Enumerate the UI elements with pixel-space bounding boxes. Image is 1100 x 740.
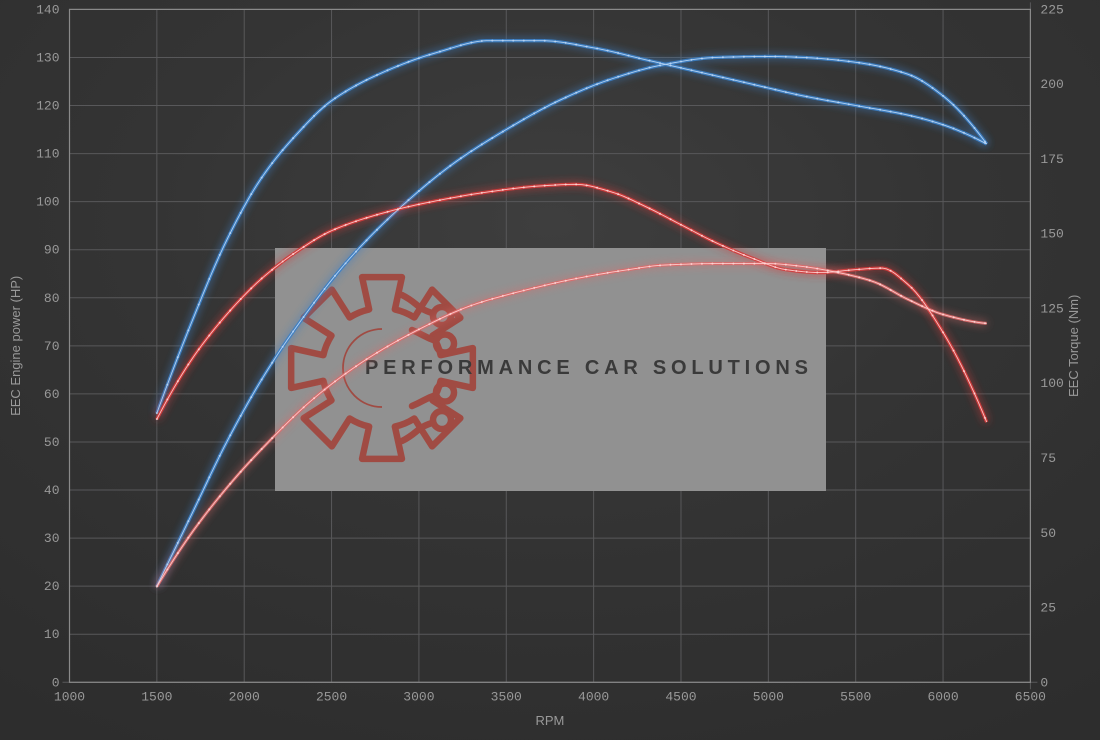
- svg-text:40: 40: [44, 483, 60, 498]
- svg-text:0: 0: [52, 675, 60, 690]
- svg-text:150: 150: [1040, 227, 1063, 242]
- svg-text:6500: 6500: [1015, 689, 1046, 704]
- svg-text:EEC Torque (Nm): EEC Torque (Nm): [1066, 295, 1081, 397]
- svg-text:75: 75: [1040, 451, 1056, 466]
- svg-text:3500: 3500: [491, 689, 522, 704]
- svg-text:80: 80: [44, 291, 60, 306]
- svg-text:25: 25: [1040, 601, 1056, 616]
- svg-text:130: 130: [36, 50, 59, 65]
- svg-text:5500: 5500: [840, 689, 871, 704]
- svg-text:70: 70: [44, 339, 60, 354]
- svg-text:6000: 6000: [927, 689, 958, 704]
- svg-text:20: 20: [44, 579, 60, 594]
- svg-text:140: 140: [36, 2, 59, 17]
- svg-text:RPM: RPM: [536, 713, 565, 728]
- svg-text:60: 60: [44, 387, 60, 402]
- svg-text:110: 110: [36, 147, 59, 162]
- svg-text:90: 90: [44, 243, 60, 258]
- svg-text:10: 10: [44, 627, 60, 642]
- svg-text:2000: 2000: [229, 689, 260, 704]
- svg-text:1500: 1500: [141, 689, 172, 704]
- svg-text:PERFORMANCE CAR SOLUTIONS: PERFORMANCE CAR SOLUTIONS: [365, 357, 813, 379]
- svg-text:100: 100: [36, 195, 59, 210]
- svg-text:4000: 4000: [578, 689, 609, 704]
- svg-text:5000: 5000: [753, 689, 784, 704]
- svg-text:30: 30: [44, 531, 60, 546]
- svg-text:120: 120: [36, 99, 59, 114]
- svg-text:50: 50: [44, 435, 60, 450]
- svg-text:225: 225: [1040, 2, 1063, 17]
- svg-text:1000: 1000: [54, 689, 85, 704]
- svg-text:50: 50: [1040, 526, 1056, 541]
- svg-text:100: 100: [1040, 376, 1063, 391]
- svg-text:125: 125: [1040, 301, 1063, 316]
- svg-text:0: 0: [1040, 675, 1048, 690]
- svg-text:3000: 3000: [403, 689, 434, 704]
- svg-text:200: 200: [1040, 77, 1063, 92]
- svg-text:175: 175: [1040, 152, 1063, 167]
- svg-text:4500: 4500: [665, 689, 696, 704]
- svg-text:2500: 2500: [316, 689, 347, 704]
- svg-text:EEC Engine power (HP): EEC Engine power (HP): [8, 276, 23, 416]
